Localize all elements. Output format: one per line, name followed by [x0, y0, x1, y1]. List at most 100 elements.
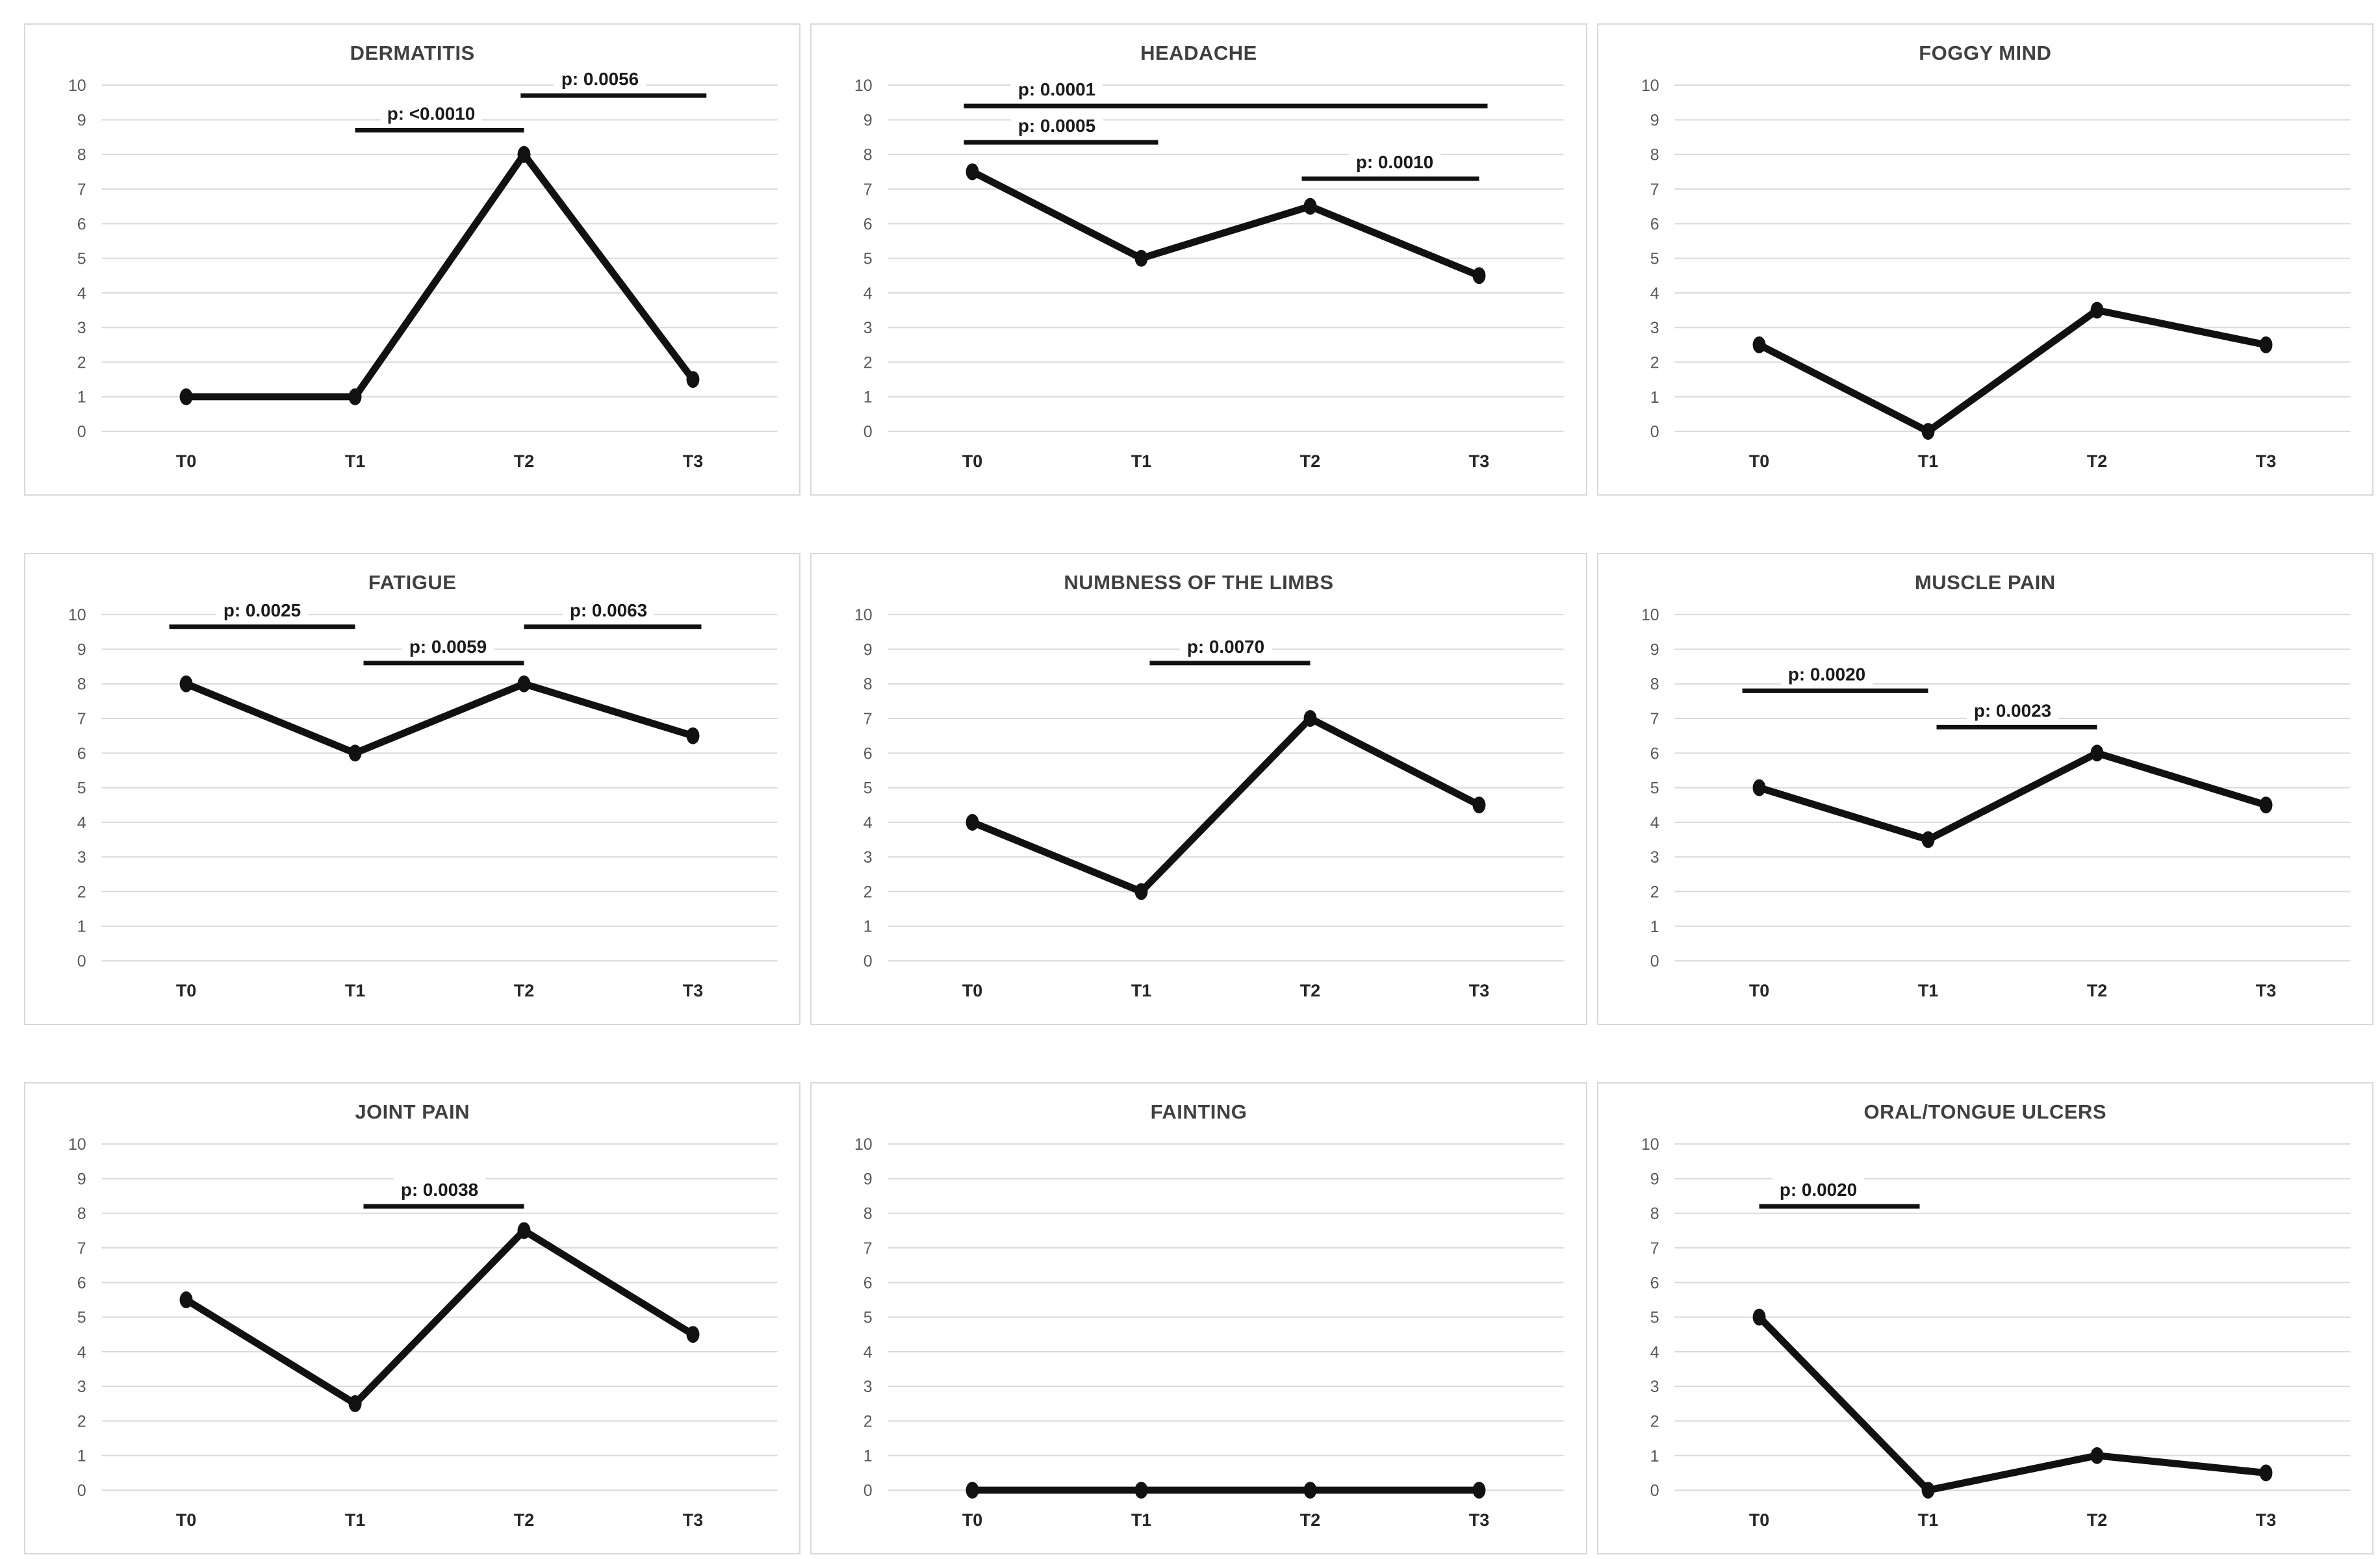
y-tick-label: 3 — [1650, 848, 1659, 867]
y-tick-label: 3 — [864, 848, 873, 867]
y-tick-label: 5 — [77, 250, 86, 268]
p-value-label-bg — [1011, 111, 1103, 139]
y-tick-label: 8 — [1650, 676, 1659, 694]
y-tick-label: 7 — [1650, 181, 1659, 199]
p-value-label-bg — [1180, 631, 1272, 659]
x-tick-label: T3 — [1469, 981, 1489, 1000]
x-tick-label: T2 — [2086, 1510, 2106, 1530]
p-value-label-bg — [1966, 696, 2058, 724]
x-tick-label: T2 — [2086, 451, 2106, 471]
y-tick-label: 0 — [77, 952, 86, 970]
y-tick-label: 8 — [864, 1205, 873, 1223]
line-chart-canvas: 0 1 2 3 4 5 6 7 8 9 10 T0 T1 T2 T3 p: 0.0020 p: 0.0023 — [1641, 606, 2351, 1000]
data-point-marker — [1472, 796, 1486, 814]
p-value-label: p: 0.0010 — [1356, 152, 1433, 172]
data-point-marker — [179, 675, 193, 692]
x-tick-label: T3 — [2255, 981, 2275, 1000]
y-tick-label: 2 — [77, 1412, 86, 1430]
line-chart-canvas: 0 1 2 3 4 5 6 7 8 9 10 T0 T1 T2 T3 p: 0.0038 — [68, 1135, 778, 1530]
y-tick-label: 4 — [1650, 285, 1659, 303]
chart-panel-oral-tongue-ulcers: ORAL/TONGUE ULCERS 0 1 2 3 4 5 6 7 8 9 10 T0 T1 T2 T3 p… — [1596, 1082, 2374, 1554]
y-tick-label: 10 — [854, 77, 873, 95]
y-tick-label: 9 — [1650, 111, 1659, 129]
x-tick-label: T3 — [1469, 451, 1489, 471]
chart-panel-foggy-mind: FOGGY MIND 0 1 2 3 4 5 6 7 8 9 10 T0 T1 T2 T3 — [1596, 23, 2374, 496]
p-value-label-bg — [1011, 75, 1103, 103]
p-value-label: p: 0.0070 — [1187, 637, 1264, 657]
chart-panel-muscle-pain: MUSCLE PAIN 0 1 2 3 4 5 6 7 8 9 10 T0 T1 T2 T3 p: 0.002… — [1596, 553, 2374, 1025]
chart-title: ORAL/TONGUE ULCERS — [1863, 1100, 2107, 1123]
y-tick-label: 3 — [77, 1378, 86, 1396]
p-value-label-bg — [1780, 659, 1873, 687]
data-point-marker — [686, 727, 700, 744]
y-tick-label: 10 — [1641, 1135, 1659, 1154]
y-tick-label: 1 — [77, 918, 86, 936]
y-tick-label: 6 — [1650, 215, 1659, 233]
chart-title: NUMBNESS OF THE LIMBS — [1064, 571, 1334, 594]
y-tick-label: 9 — [77, 111, 86, 129]
y-tick-label: 0 — [77, 423, 86, 441]
y-tick-label: 0 — [864, 1482, 873, 1500]
x-tick-label: T2 — [514, 1510, 534, 1530]
y-tick-label: 7 — [1650, 710, 1659, 728]
x-tick-label: T1 — [1917, 451, 1938, 471]
line-chart-canvas: 0 1 2 3 4 5 6 7 8 9 10 T0 T1 T2 T3 p: 0.0020 — [1641, 1135, 2351, 1530]
x-tick-label: T0 — [1749, 981, 1769, 1000]
p-value-label-bg — [402, 631, 494, 659]
x-tick-label: T3 — [683, 451, 703, 471]
y-tick-label: 7 — [864, 1239, 873, 1258]
y-tick-label: 7 — [864, 710, 873, 728]
data-point-marker — [2090, 301, 2104, 319]
x-tick-label: T1 — [1131, 1510, 1151, 1530]
data-point-marker — [348, 388, 362, 405]
x-tick-label: T3 — [1469, 1510, 1489, 1530]
y-tick-label: 10 — [68, 606, 86, 624]
chart-title: FATIGUE — [368, 571, 457, 594]
x-tick-label: T0 — [962, 1510, 982, 1530]
y-tick-label: 7 — [1650, 1239, 1659, 1258]
y-tick-label: 6 — [1650, 1274, 1659, 1292]
y-tick-label: 1 — [1650, 1447, 1659, 1465]
series-line — [183, 148, 697, 401]
x-tick-label: T1 — [1917, 981, 1938, 1000]
y-tick-label: 6 — [77, 744, 86, 763]
y-tick-label: 8 — [77, 146, 86, 164]
chart-title: MUSCLE PAIN — [1914, 571, 2056, 594]
y-tick-label: 5 — [1650, 250, 1659, 268]
p-value-label: p: 0.0056 — [561, 69, 639, 89]
x-tick-label: T2 — [1300, 451, 1320, 471]
chart-panel-numbness-of-the-limbs: NUMBNESS OF THE LIMBS 0 1 2 3 4 5 6 7 8 9 10 T0 T1 T2… — [810, 553, 1587, 1025]
y-tick-label: 10 — [68, 77, 86, 95]
data-point-marker — [1752, 1308, 1766, 1326]
x-tick-label: T0 — [176, 451, 196, 471]
series-line — [183, 679, 697, 757]
y-tick-label: 5 — [864, 250, 873, 268]
line-chart-canvas: 0 1 2 3 4 5 6 7 8 9 10 T0 T1 T2 T3 p: <0.0010 p: 0.0056 — [68, 65, 778, 471]
y-tick-label: 5 — [1650, 1309, 1659, 1327]
y-tick-label: 1 — [77, 388, 86, 407]
y-tick-label: 1 — [864, 388, 873, 407]
chart-panel-joint-pain: JOINT PAIN 0 1 2 3 4 5 6 7 8 9 10 T0 T1 T2 T3 p: 0.0038 — [24, 1082, 801, 1554]
data-point-marker — [2259, 796, 2273, 814]
x-tick-label: T1 — [345, 1510, 365, 1530]
x-tick-label: T0 — [962, 451, 982, 471]
y-tick-label: 1 — [1650, 918, 1659, 936]
y-tick-label: 0 — [864, 952, 873, 970]
series-line — [969, 714, 1483, 896]
chart-panel-fatigue: FATIGUE 0 1 2 3 4 5 6 7 8 9 10 T0 T1 T2 T3 p: 0.0025 p: … — [24, 553, 801, 1025]
data-point-marker — [2259, 1464, 2273, 1482]
y-tick-label: 5 — [77, 1309, 86, 1327]
y-tick-label: 7 — [77, 1239, 86, 1258]
y-tick-label: 1 — [864, 1447, 873, 1465]
y-tick-label: 5 — [864, 1309, 873, 1327]
y-tick-label: 2 — [1650, 1412, 1659, 1430]
p-value-label-bg — [1349, 147, 1441, 175]
chart-title: FOGGY MIND — [1919, 42, 2052, 64]
y-tick-label: 0 — [1650, 1482, 1659, 1500]
data-point-marker — [1134, 249, 1148, 267]
y-tick-label: 5 — [77, 780, 86, 798]
data-point-marker — [1921, 1482, 1935, 1499]
p-value-label: p: 0.0059 — [409, 637, 487, 657]
y-tick-label: 6 — [864, 215, 873, 233]
p-value-label-bg — [562, 596, 655, 623]
